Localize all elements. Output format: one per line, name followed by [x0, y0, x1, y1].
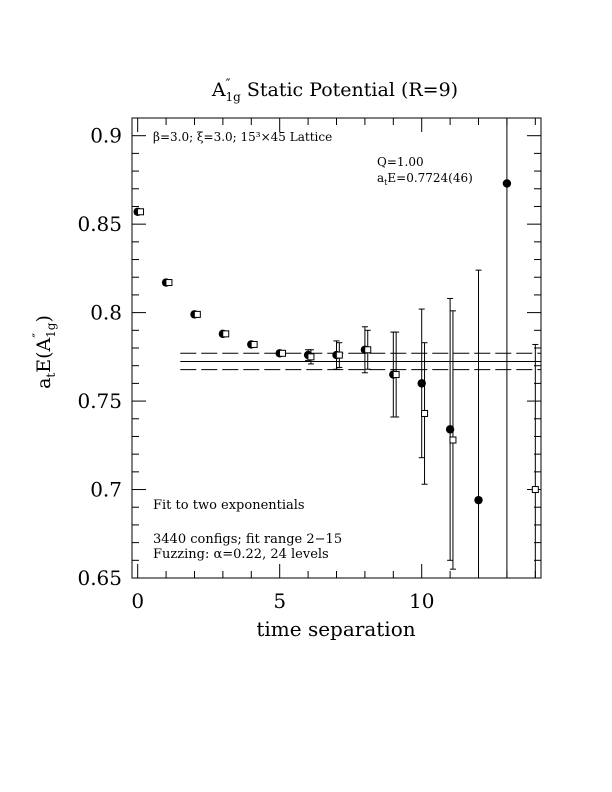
y-axis-label-sub: 1g — [44, 322, 58, 338]
data-point-square — [222, 330, 230, 338]
fit-energy-a: a — [377, 171, 384, 185]
plot-area: 0 5 10 0.65 0.7 0.75 0.8 0.85 0.9 — [77, 117, 542, 613]
data-point-square — [165, 279, 173, 287]
y-tick-label: 0.8 — [90, 301, 122, 325]
data-point-circle — [474, 495, 483, 505]
data-point-circle — [445, 425, 455, 434]
data-point-square — [137, 208, 145, 216]
data-point-square — [335, 351, 343, 359]
data-point-square — [307, 353, 315, 361]
fit-quality: Q=1.00 — [377, 155, 424, 169]
y-axis-label-end: ) — [33, 315, 55, 322]
x-axis-label: time separation — [256, 617, 415, 641]
y-tick-label: 0.65 — [77, 566, 122, 590]
data-point-square — [421, 409, 429, 417]
data-point-square — [392, 371, 400, 379]
y-axis-label-mid: E(A — [33, 337, 55, 372]
data-point-circle — [417, 379, 426, 388]
top-left-label: β=3.0; ξ=3.0; 15³×45 Lattice — [153, 130, 332, 144]
data-point-square — [279, 349, 287, 357]
data-point-square — [193, 310, 201, 318]
y-tick-label: 0.7 — [90, 478, 122, 502]
fit-energy-rest: E=0.7724(46) — [387, 171, 472, 185]
y-axis-label-a: a — [33, 378, 55, 389]
y-tick-label: 0.75 — [77, 389, 122, 413]
data-point-circle — [502, 179, 512, 188]
note-configs: 3440 configs; fit range 2−15 — [153, 532, 342, 547]
y-tick-label: 0.85 — [77, 212, 122, 236]
chart-title-main: A — [211, 79, 226, 101]
x-tick-label: 5 — [273, 589, 286, 613]
chart-title-rest: Static Potential (R=9) — [241, 79, 458, 101]
data-point-square — [364, 346, 372, 354]
chart-title: A″ 1g Static Potential (R=9) — [211, 77, 458, 104]
data-point-square — [250, 340, 258, 348]
fit-energy-sub: t — [384, 178, 388, 187]
y-axis-label: atE(A″1g) — [31, 315, 58, 389]
chart-title-sup: ″ — [226, 77, 231, 92]
data-point-square — [449, 436, 457, 444]
fit-energy: atE=0.7724(46) — [377, 171, 473, 187]
note-fuzzing: Fuzzing: α=0.22, 24 levels — [153, 547, 329, 562]
x-tick-label: 0 — [131, 589, 144, 613]
y-axis-label-a-sub: t — [44, 373, 58, 378]
y-tick-label: 0.9 — [90, 124, 122, 148]
note-fit-type: Fit to two exponentials — [153, 498, 305, 513]
data-point-square — [531, 486, 539, 494]
y-axis-label-sup: ″ — [31, 333, 46, 338]
x-tick-label: 10 — [409, 589, 434, 613]
chart-title-sub: 1g — [225, 90, 241, 104]
